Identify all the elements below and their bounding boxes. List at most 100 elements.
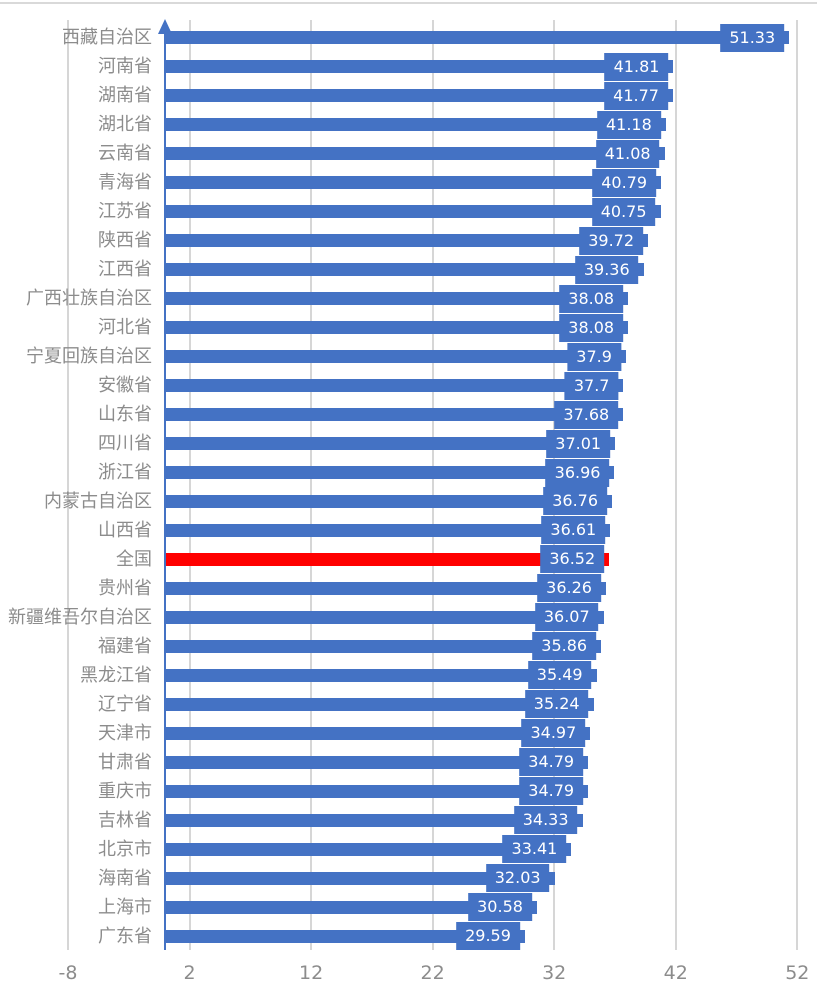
bar [166, 321, 629, 335]
chart-top-border [0, 2, 817, 4]
value-label: 32.03 [485, 864, 550, 893]
category-label: 天津市 [98, 722, 152, 744]
bar [166, 118, 666, 132]
category-label: 辽宁省 [98, 693, 152, 715]
category-label: 山东省 [98, 404, 152, 426]
bar [166, 639, 602, 653]
category-label: 福建省 [98, 635, 152, 657]
category-label: 海南省 [98, 867, 152, 889]
bar [166, 205, 661, 219]
value-label: 38.08 [559, 313, 624, 342]
category-label: 云南省 [98, 143, 152, 165]
category-label: 甘肃省 [98, 751, 152, 773]
category-label: 江西省 [98, 259, 152, 281]
x-tick-label: 22 [420, 962, 445, 984]
value-label: 37.01 [546, 429, 611, 458]
category-label: 广东省 [98, 925, 152, 947]
bar [166, 176, 662, 190]
category-label: 宁夏回族自治区 [26, 346, 152, 368]
category-label: 湖南省 [98, 85, 152, 107]
category-label: 北京市 [98, 838, 152, 860]
x-tick-label: -8 [58, 962, 78, 984]
value-label: 36.76 [543, 487, 608, 516]
value-label: 34.97 [521, 719, 586, 748]
x-tick-label: 12 [299, 962, 324, 984]
bar [166, 842, 572, 856]
category-label: 重庆市 [98, 780, 152, 802]
value-label: 36.61 [541, 516, 606, 545]
value-label: 41.81 [604, 52, 669, 81]
bar [166, 147, 665, 161]
category-label: 江苏省 [98, 201, 152, 223]
y-axis-line [163, 33, 167, 950]
value-label: 33.41 [502, 835, 567, 864]
x-gridline [67, 20, 69, 950]
bar [166, 379, 624, 393]
value-label: 34.79 [519, 777, 584, 806]
value-label: 37.68 [554, 400, 619, 429]
bar [166, 234, 649, 248]
value-label: 34.79 [519, 748, 584, 777]
bar [166, 523, 611, 537]
category-label: 全国 [116, 548, 152, 570]
bar [166, 89, 673, 103]
value-label: 37.9 [567, 342, 621, 371]
value-label: 41.08 [595, 139, 660, 168]
category-label: 内蒙古自治区 [44, 490, 152, 512]
value-label: 30.58 [468, 893, 532, 922]
bar [166, 668, 597, 682]
category-label: 青海省 [98, 172, 152, 194]
category-label: 西藏自治区 [62, 27, 152, 49]
bar [166, 871, 555, 885]
bar [166, 60, 674, 74]
value-label: 35.86 [532, 632, 597, 661]
category-label: 河南省 [98, 56, 152, 78]
value-label: 41.18 [596, 110, 661, 139]
bar [166, 292, 629, 306]
x-tick-label: 52 [785, 962, 810, 984]
x-gridline [431, 20, 434, 950]
bar [166, 31, 790, 45]
category-label: 上海市 [98, 896, 152, 918]
category-label: 新疆维吾尔自治区 [8, 606, 152, 628]
category-label: 山西省 [98, 519, 152, 541]
value-label: 51.33 [720, 23, 785, 52]
category-label: 吉林省 [98, 809, 152, 831]
value-label: 38.08 [559, 284, 624, 313]
bar [166, 784, 589, 798]
value-label: 35.49 [527, 661, 592, 690]
x-gridline [188, 20, 191, 950]
category-label: 陕西省 [98, 230, 152, 252]
x-gridline [796, 20, 799, 950]
value-label: 36.26 [537, 574, 601, 603]
category-label: 浙江省 [98, 462, 152, 483]
bar [166, 350, 626, 364]
bar [166, 263, 644, 277]
bar [166, 929, 525, 943]
bar [166, 466, 615, 479]
value-label: 41.77 [604, 81, 668, 110]
value-label: 39.72 [579, 226, 644, 255]
category-label: 湖北省 [98, 114, 152, 136]
x-gridline [674, 20, 677, 950]
bar [166, 726, 591, 740]
value-label: 39.36 [574, 255, 639, 284]
bar [166, 813, 583, 827]
value-label: 36.96 [545, 458, 610, 487]
bar [166, 610, 604, 624]
bar [166, 581, 606, 595]
x-gridline [310, 20, 313, 950]
x-tick-label: 42 [663, 962, 688, 984]
bar [166, 755, 589, 769]
value-label: 37.7 [564, 371, 619, 400]
value-label: 36.52 [540, 545, 605, 574]
category-label: 贵州省 [98, 577, 152, 599]
category-label: 安徽省 [98, 375, 152, 397]
y-axis-arrow-icon [158, 19, 173, 34]
bar [166, 494, 613, 508]
value-label: 40.75 [591, 197, 656, 226]
category-label: 黑龙江省 [80, 664, 152, 686]
value-label: 34.33 [513, 806, 578, 835]
value-label: 35.24 [524, 690, 589, 719]
